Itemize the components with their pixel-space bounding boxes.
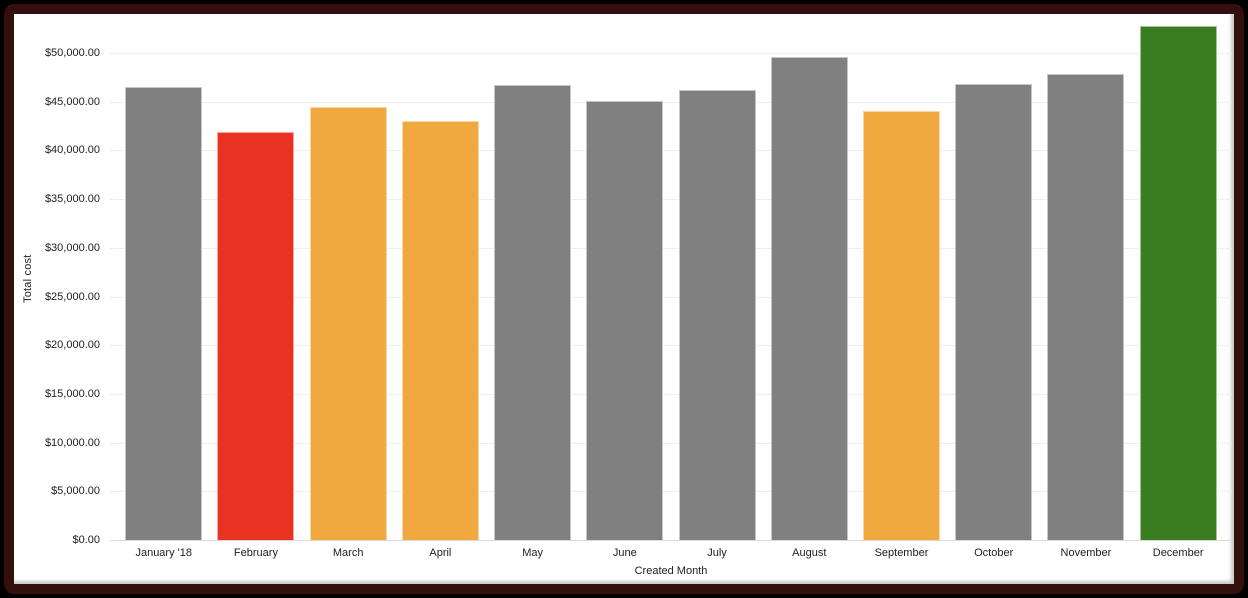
x-tick-label-january-18: January '18 <box>135 547 192 559</box>
x-axis-title: Created Month <box>634 565 708 577</box>
grid-layer: $0.00 $5,000.00 $10,000.00 $15,000.00 $20,00… <box>45 18 1232 546</box>
bar-june[interactable] <box>586 101 664 540</box>
bar-september[interactable] <box>862 111 940 540</box>
x-tick-label-march: March <box>332 547 364 559</box>
x-tick-label-february: February <box>233 547 278 559</box>
grid-line-15000 <box>110 393 1232 395</box>
bar-august[interactable] <box>770 57 848 540</box>
x-tick-label-august: August <box>792 547 827 559</box>
bar-may[interactable] <box>494 85 572 540</box>
grid-line-50000 <box>110 53 1232 55</box>
y-tick-label-40000: $40,000.00 <box>44 144 100 157</box>
y-tick-label-5000: $5,000.00 <box>51 485 100 498</box>
y-tick-label-45000: $45,000.00 <box>44 95 100 108</box>
bars-layer <box>110 18 1232 540</box>
x-tick-label-december: December <box>1152 547 1204 559</box>
bar-november[interactable] <box>1047 74 1125 540</box>
x-tick-label-october: October <box>974 547 1014 559</box>
grid-line-5000 <box>110 491 1232 493</box>
grid-line-45000 <box>110 101 1232 103</box>
x-tick-label-september: September <box>874 547 929 559</box>
bar-july[interactable] <box>678 90 756 540</box>
chart-card: Total cost $0.00 $5,000.00 $10,000.00 $15,0… <box>4 4 1244 594</box>
grid-line-25000 <box>110 296 1232 298</box>
grid-line-30000 <box>110 247 1232 249</box>
grid-line-0 <box>110 540 1232 541</box>
bar-october[interactable] <box>955 84 1033 540</box>
bar-february[interactable] <box>217 132 295 540</box>
y-axis-title: Total cost <box>22 254 34 304</box>
y-tick-label-10000: $10,000.00 <box>44 436 100 449</box>
y-tick-label-30000: $30,000.00 <box>44 241 100 254</box>
grid-line-20000 <box>110 345 1232 347</box>
y-tick-label-0: $0.00 <box>72 534 100 546</box>
bar-april[interactable] <box>401 121 479 540</box>
x-tick-label-november: November <box>1060 547 1112 559</box>
bar-march[interactable] <box>309 107 387 540</box>
y-tick-label-20000: $20,000.00 <box>44 339 100 352</box>
grid-line-40000 <box>110 150 1232 152</box>
x-tick-label-july: July <box>707 547 727 559</box>
y-tick-label-50000: $50,000.00 <box>44 47 100 60</box>
y-tick-label-35000: $35,000.00 <box>44 193 100 206</box>
bar-january-18[interactable] <box>125 87 203 540</box>
x-axis-labels: January '18 February March April May June July… <box>110 547 1232 559</box>
bar-december[interactable] <box>1139 26 1217 540</box>
plot-area: $0.00 $5,000.00 $10,000.00 $15,000.00 $20,00… <box>45 18 1232 546</box>
grid-line-10000 <box>110 442 1232 444</box>
y-tick-label-25000: $25,000.00 <box>44 290 100 303</box>
grid-line-35000 <box>110 199 1232 201</box>
x-tick-label-may: May <box>522 547 543 559</box>
x-tick-label-april: April <box>429 547 452 559</box>
y-tick-label-15000: $15,000.00 <box>44 387 100 400</box>
x-tick-label-june: June <box>612 547 637 559</box>
